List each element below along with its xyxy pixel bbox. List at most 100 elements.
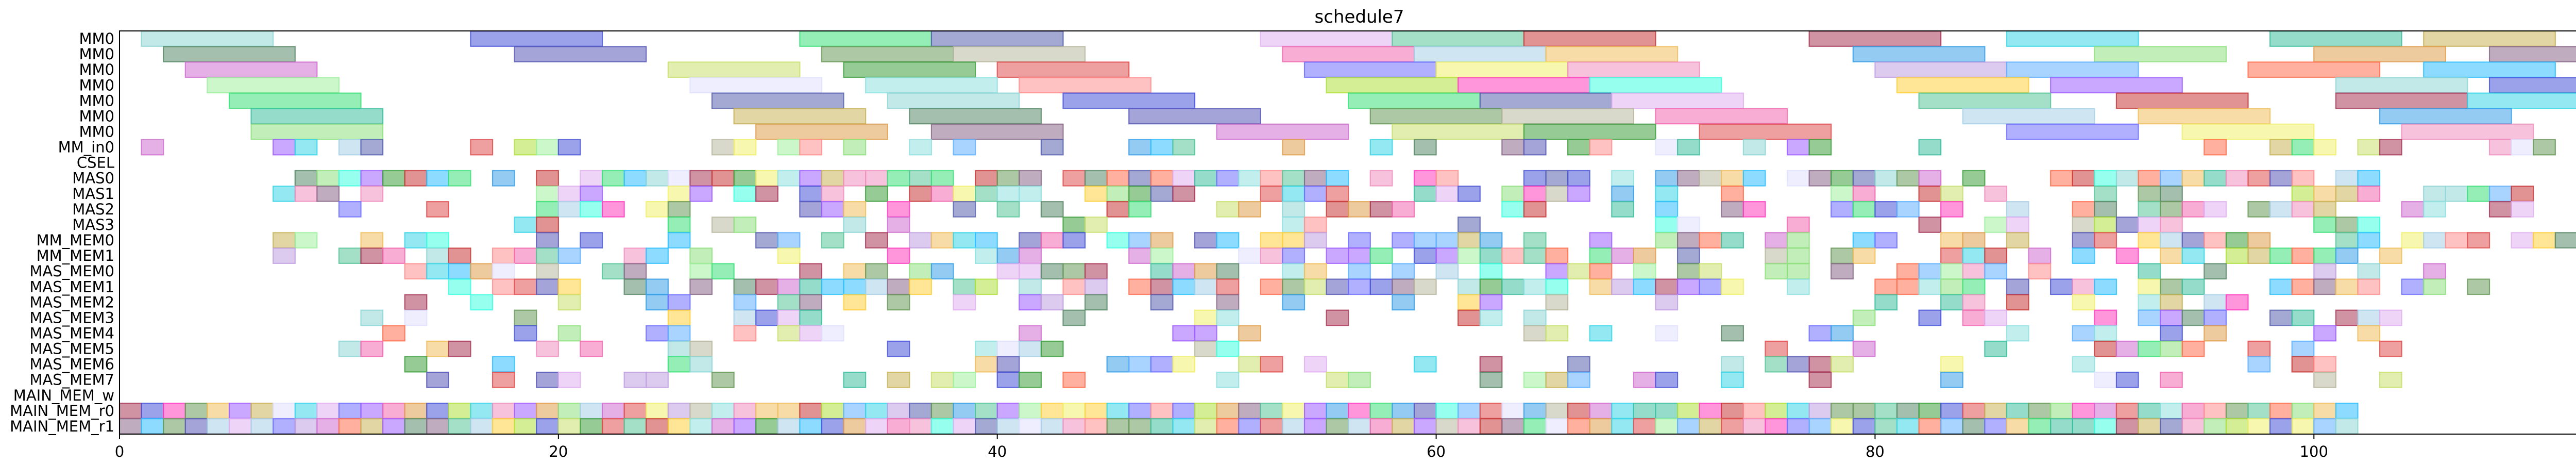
task-bar (733, 294, 757, 311)
task-bar (777, 278, 801, 295)
row-label: MAIN_MEM_w (13, 387, 114, 404)
task-bar (711, 418, 735, 435)
task-bar (2379, 340, 2402, 357)
task-bar (865, 263, 888, 280)
task-bar (1128, 201, 1151, 218)
task-bar (755, 309, 778, 326)
task-bar (1808, 371, 1832, 388)
task-bar (667, 61, 801, 78)
task-bar (1019, 325, 1042, 342)
task-bar (404, 403, 428, 419)
task-bar (1084, 403, 1108, 419)
task-bar (733, 403, 757, 419)
task-bar (646, 294, 669, 311)
task-bar (1874, 170, 1898, 187)
task-bar (2291, 185, 2315, 202)
task-bar (557, 139, 581, 156)
task-bar (2247, 170, 2271, 187)
task-bar (2335, 170, 2359, 187)
task-bar (2247, 340, 2271, 357)
task-bar (1523, 309, 1547, 326)
task-bar (1655, 325, 1679, 342)
task-bar (2313, 263, 2336, 280)
task-bar (1326, 201, 1349, 218)
task-bar (2072, 356, 2095, 373)
task-bar (953, 201, 976, 218)
task-bar (1216, 263, 1240, 280)
task-bar (1019, 185, 1042, 202)
task-bar (2160, 170, 2183, 187)
task-bar (1172, 185, 1196, 202)
task-bar (623, 403, 647, 419)
task-bar (975, 232, 998, 248)
task-bar (1458, 294, 1481, 311)
task-bar (2204, 418, 2227, 435)
task-bar (1106, 232, 1130, 248)
task-bar (1128, 418, 1151, 435)
task-bar (799, 294, 823, 311)
task-bar (1808, 403, 1832, 419)
task-bar (1216, 232, 1240, 248)
row-label: MM0 (79, 92, 115, 109)
task-bar (360, 247, 384, 264)
task-bar (1348, 403, 1371, 419)
task-bar (646, 170, 669, 187)
task-bar (1303, 278, 1327, 295)
task-bar (755, 170, 778, 187)
task-bar (2094, 278, 2117, 295)
task-bar (536, 263, 559, 280)
task-bar (667, 356, 691, 373)
task-bar (1611, 170, 1635, 187)
task-bar (1413, 247, 1437, 264)
task-bar (887, 247, 910, 264)
task-bar (2204, 232, 2227, 248)
task-bar (1019, 77, 1151, 94)
task-bar (996, 170, 1020, 187)
task-bar (1260, 356, 1283, 373)
task-bar (1479, 309, 1503, 326)
task-bar (492, 371, 515, 388)
task-bar (2094, 340, 2117, 357)
task-bar (2181, 201, 2205, 218)
task-bar (1808, 356, 1832, 373)
task-bar (2291, 247, 2315, 264)
task-bar (975, 247, 998, 264)
task-bar (294, 185, 318, 202)
task-bar (821, 232, 844, 248)
task-bar (1326, 247, 1349, 264)
task-bar (2094, 46, 2227, 62)
task-bar (294, 418, 318, 435)
task-bar (184, 403, 208, 419)
task-bar (1852, 201, 1876, 218)
task-bar (1106, 170, 1130, 187)
task-bar (2247, 356, 2271, 373)
task-bar (1260, 278, 1283, 295)
task-bar (799, 170, 823, 187)
task-bar (382, 325, 405, 342)
task-bar (2028, 403, 2052, 419)
task-bar (2291, 278, 2315, 295)
task-bar (294, 403, 318, 419)
task-bar (2335, 278, 2359, 295)
task-bar (1655, 278, 1679, 295)
task-bar (1479, 371, 1503, 388)
task-bar (1655, 294, 1679, 311)
task-bar (2357, 309, 2381, 326)
task-bar (1128, 170, 1151, 187)
task-bar (1918, 170, 1942, 187)
task-bar (2247, 247, 2271, 264)
task-bar (1831, 247, 1854, 264)
task-bar (2269, 139, 2293, 156)
task-bar (2357, 139, 2381, 156)
task-bar (733, 185, 757, 202)
task-bar (1062, 278, 1086, 295)
task-bar (1786, 247, 1810, 264)
task-bar (1523, 30, 1656, 47)
task-bar (799, 30, 933, 47)
task-bar (1413, 356, 1437, 373)
task-bar (2094, 371, 2117, 388)
task-bar (1742, 139, 1766, 156)
task-bar (1699, 278, 1722, 295)
task-bar (1326, 185, 1349, 202)
task-bar (1392, 294, 1415, 311)
